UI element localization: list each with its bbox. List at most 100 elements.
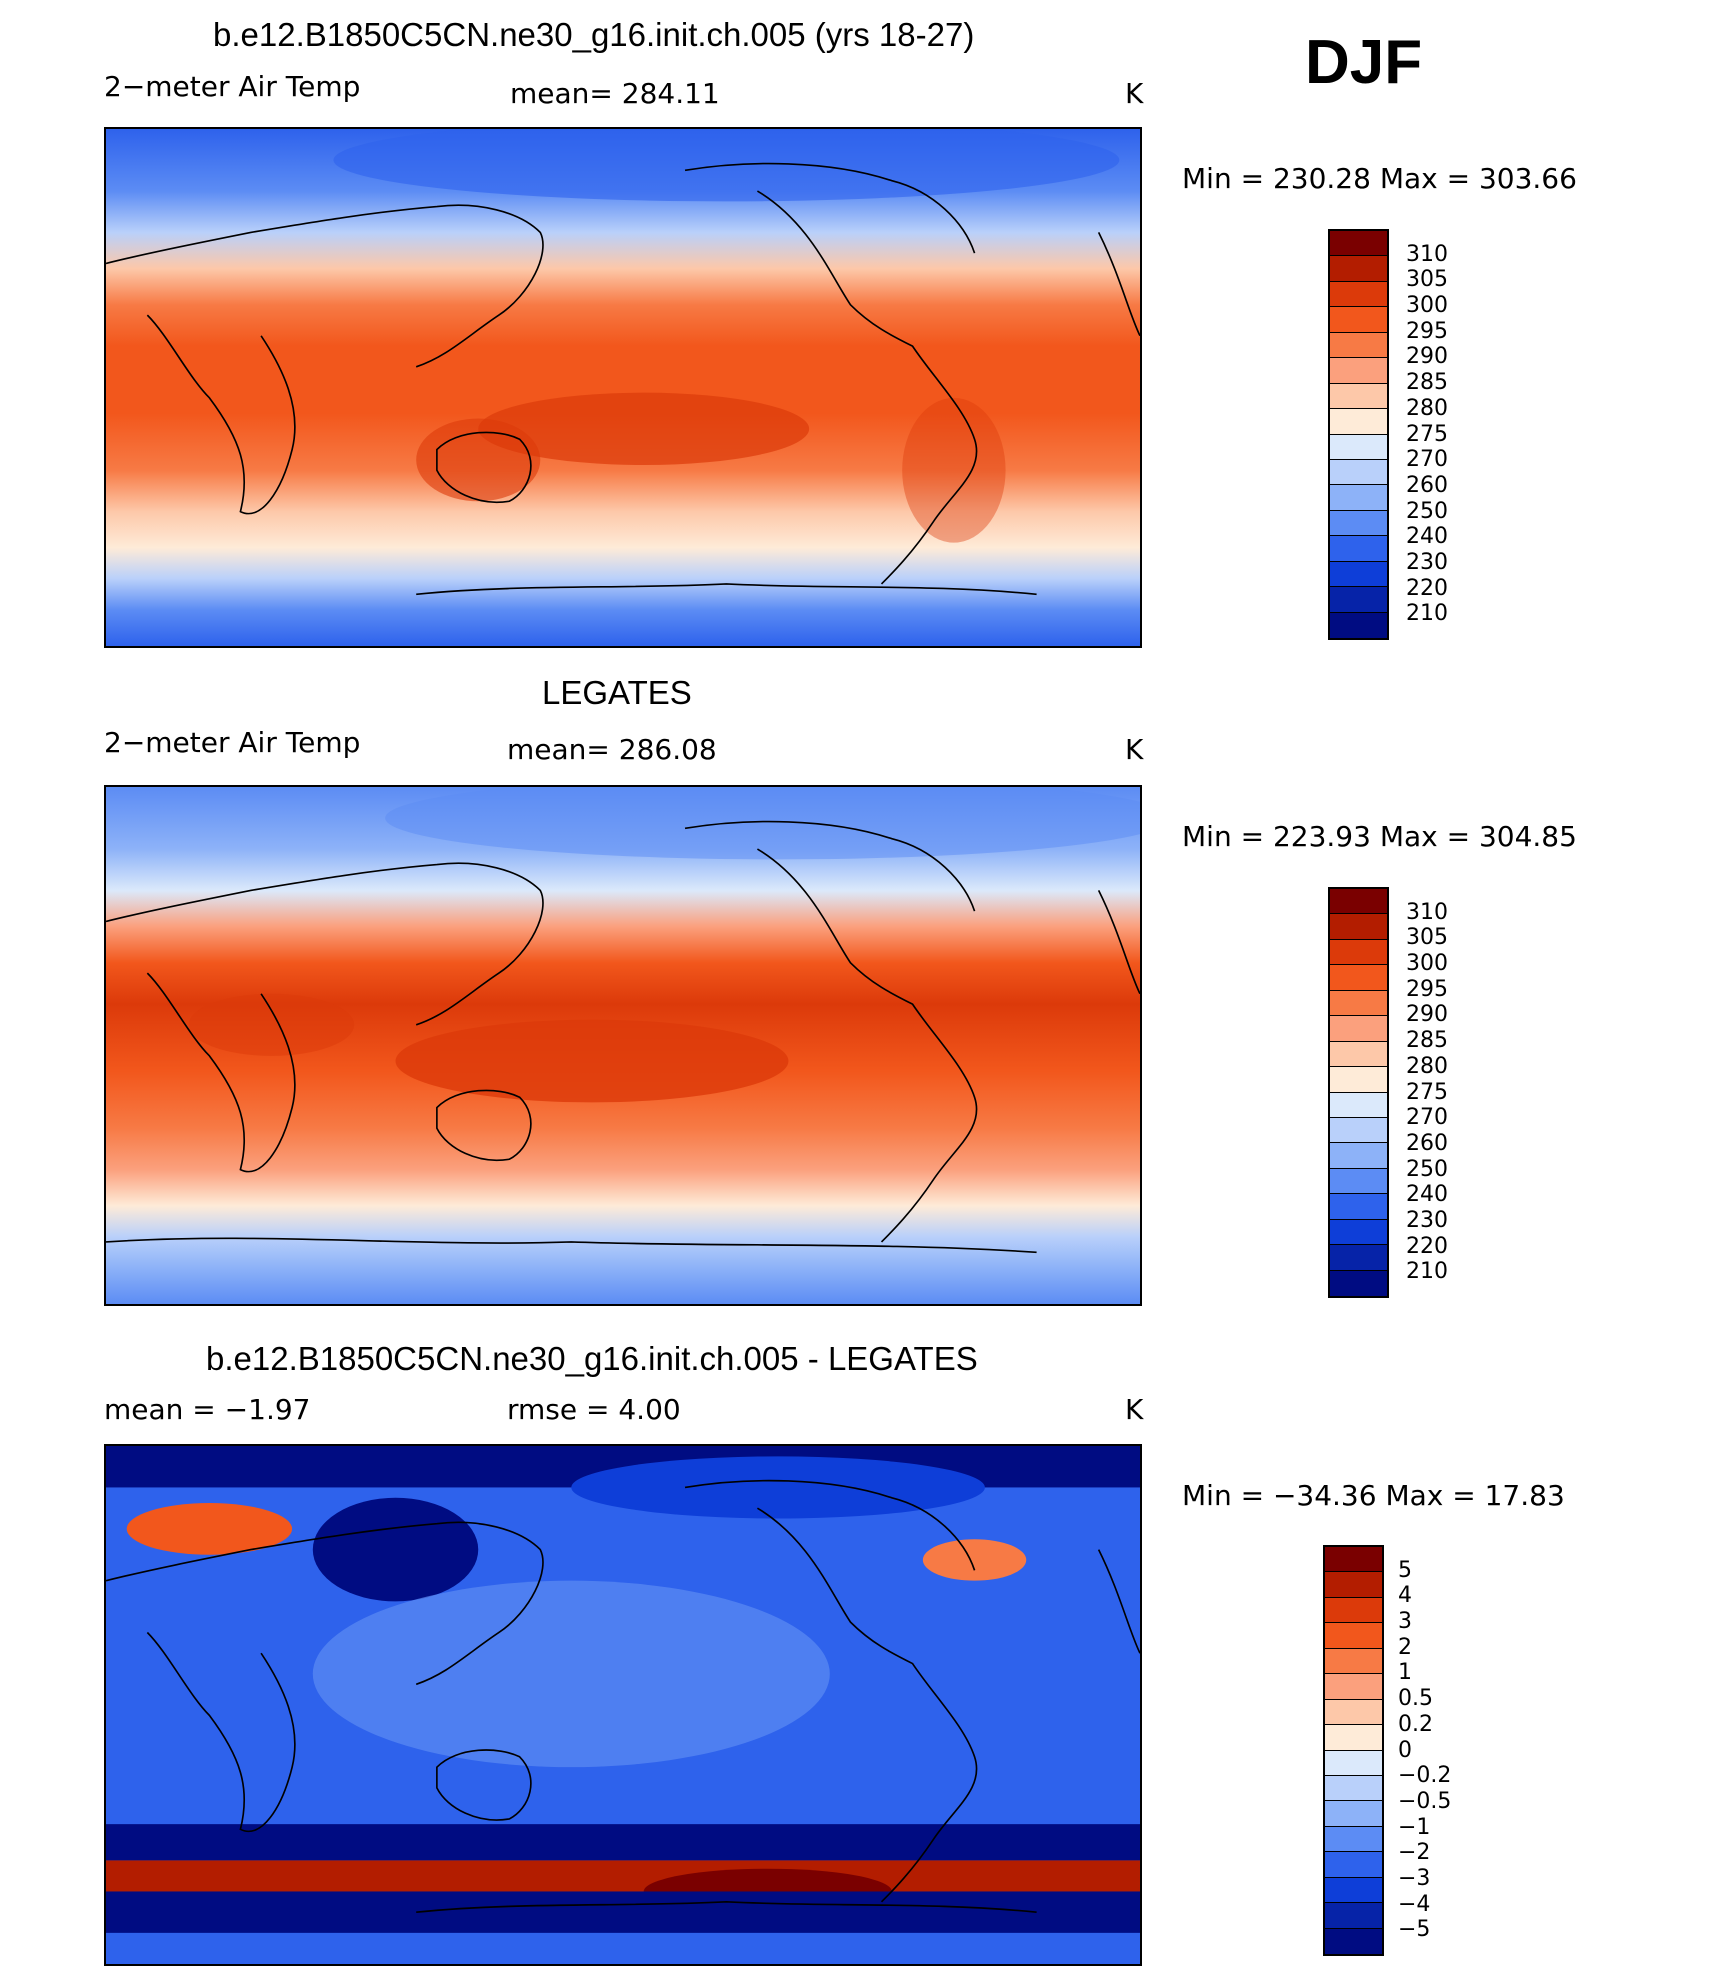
colorbar-tick-label: −2 [1398, 1840, 1431, 1866]
colorbar-tick-label: −1 [1398, 1814, 1431, 1840]
colorbar-tick-label: −3 [1398, 1865, 1431, 1891]
colorbar-swatch [1330, 358, 1387, 384]
colorbar-tick-label: 0 [1398, 1737, 1412, 1763]
colorbar-tick-label: 230 [1406, 1207, 1448, 1233]
colorbar-swatch [1325, 1775, 1382, 1802]
colorbar-swatch [1330, 485, 1387, 511]
colorbar-swatch [1330, 1168, 1387, 1195]
colorbar-swatch [1330, 434, 1387, 460]
colorbar-swatch [1330, 1194, 1387, 1220]
panel2-map [104, 785, 1142, 1306]
colorbar-tick-label: 250 [1406, 1156, 1448, 1182]
colorbar-swatch [1325, 1623, 1382, 1649]
colorbar-tick-label: 240 [1406, 524, 1448, 550]
colorbar-swatch [1325, 1547, 1382, 1573]
colorbar-swatch [1330, 561, 1387, 588]
colorbar-tick-label: 220 [1406, 1233, 1448, 1259]
panel2-units: K [1125, 733, 1144, 766]
colorbar-swatch [1330, 1016, 1387, 1042]
colorbar-tick-label: 290 [1406, 1002, 1448, 1028]
colorbar-swatch [1330, 587, 1387, 613]
colorbar-swatch [1325, 1750, 1382, 1776]
colorbar-tick-label: 230 [1406, 549, 1448, 575]
colorbar-swatch [1325, 1903, 1382, 1929]
colorbar-swatch [1325, 1852, 1382, 1878]
colorbar-tick-label: −4 [1398, 1891, 1431, 1917]
colorbar-swatch [1330, 1117, 1387, 1144]
colorbar-tick-label: 0.5 [1398, 1686, 1433, 1712]
colorbar-swatch [1330, 1270, 1387, 1296]
colorbar-tick-label: 295 [1406, 976, 1448, 1002]
colorbar-tick-label: 275 [1406, 421, 1448, 447]
panel2-title: LEGATES [542, 674, 692, 711]
colorbar-tick-label: 240 [1406, 1182, 1448, 1208]
colorbar-tick-label: 3 [1398, 1609, 1412, 1635]
colorbar-tick-label: 4 [1398, 1583, 1412, 1609]
colorbar-tick-label: 280 [1406, 1053, 1448, 1079]
panel1-title: b.e12.B1850C5CN.ne30_g16.init.ch.005 (yr… [213, 16, 975, 53]
colorbar-swatch [1325, 1928, 1382, 1954]
colorbar-swatch [1330, 536, 1387, 562]
panel3-rmse: rmse = 4.00 [507, 1393, 681, 1426]
panel2-colorbar [1328, 887, 1389, 1298]
panel1-mean: mean= 284.11 [510, 77, 720, 110]
colorbar-tick-label: 270 [1406, 447, 1448, 473]
colorbar-tick-label: 280 [1406, 395, 1448, 421]
colorbar-swatch [1330, 383, 1387, 410]
colorbar-swatch [1325, 1572, 1382, 1598]
colorbar-swatch [1325, 1801, 1382, 1827]
colorbar-tick-label: 260 [1406, 1130, 1448, 1156]
colorbar-swatch [1325, 1877, 1382, 1904]
colorbar-tick-label: 310 [1406, 241, 1448, 267]
colorbar-swatch [1325, 1648, 1382, 1675]
colorbar-swatch [1330, 1143, 1387, 1169]
colorbar-tick-label: 210 [1406, 1259, 1448, 1285]
colorbar-tick-label: 310 [1406, 899, 1448, 925]
colorbar-tick-label: 285 [1406, 1028, 1448, 1054]
colorbar-tick-label: 275 [1406, 1079, 1448, 1105]
panel1-units: K [1125, 77, 1144, 110]
panel3-units: K [1125, 1393, 1144, 1426]
colorbar-swatch [1330, 409, 1387, 435]
colorbar-swatch [1330, 1092, 1387, 1118]
colorbar-swatch [1330, 889, 1387, 915]
panel3-minmax: Min = −34.36 Max = 17.83 [1182, 1479, 1565, 1512]
colorbar-tick-label: 300 [1406, 293, 1448, 319]
colorbar-tick-label: 210 [1406, 601, 1448, 627]
colorbar-tick-label: 305 [1406, 925, 1448, 951]
colorbar-tick-label: 290 [1406, 344, 1448, 370]
colorbar-swatch [1325, 1597, 1382, 1624]
colorbar-swatch [1330, 1041, 1387, 1068]
colorbar-tick-label: −0.5 [1398, 1788, 1452, 1814]
colorbar-swatch [1330, 256, 1387, 282]
colorbar-swatch [1330, 965, 1387, 991]
panel3-colorbar [1323, 1545, 1384, 1956]
colorbar-tick-label: 1 [1398, 1660, 1412, 1686]
colorbar-swatch [1330, 510, 1387, 537]
panel1-colorbar [1328, 229, 1389, 640]
colorbar-swatch [1330, 231, 1387, 257]
panel1-minmax: Min = 230.28 Max = 303.66 [1182, 162, 1577, 195]
colorbar-tick-label: −5 [1398, 1917, 1431, 1943]
colorbar-tick-label: 285 [1406, 370, 1448, 396]
panel1-map [104, 127, 1142, 648]
colorbar-swatch [1330, 939, 1387, 966]
colorbar-swatch [1330, 1245, 1387, 1271]
panel2-minmax: Min = 223.93 Max = 304.85 [1182, 820, 1577, 853]
colorbar-tick-label: 295 [1406, 318, 1448, 344]
colorbar-swatch [1330, 1067, 1387, 1093]
colorbar-swatch [1325, 1699, 1382, 1726]
panel3-mean: mean = −1.97 [104, 1393, 311, 1426]
colorbar-tick-label: 260 [1406, 472, 1448, 498]
panel2-variable: 2−meter Air Temp [104, 726, 361, 759]
panel1-variable: 2−meter Air Temp [104, 70, 361, 103]
colorbar-tick-label: 250 [1406, 498, 1448, 524]
panel3-title: b.e12.B1850C5CN.ne30_g16.init.ch.005 - L… [206, 1340, 978, 1377]
colorbar-swatch [1330, 914, 1387, 940]
colorbar-tick-label: 270 [1406, 1105, 1448, 1131]
colorbar-swatch [1330, 307, 1387, 333]
colorbar-swatch [1330, 612, 1387, 638]
colorbar-tick-label: −0.2 [1398, 1763, 1452, 1789]
colorbar-tick-label: 220 [1406, 575, 1448, 601]
panel3-map [104, 1444, 1142, 1966]
